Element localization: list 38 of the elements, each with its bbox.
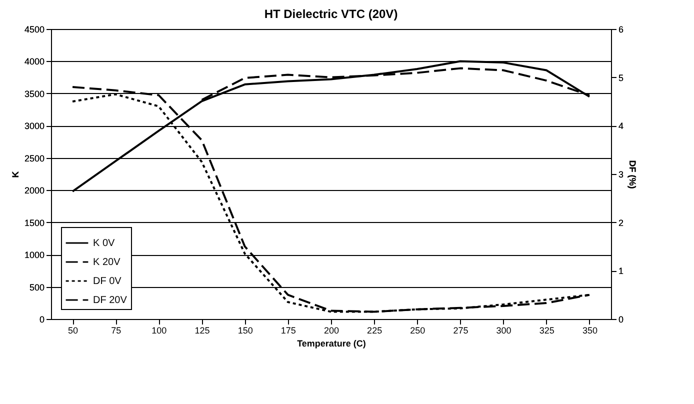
- y2-tick-label: 3: [618, 170, 624, 180]
- x-tick-label: 350: [582, 326, 598, 336]
- y-tick-label: 4000: [24, 56, 44, 67]
- y2-tick-label: 0: [618, 314, 624, 324]
- x-tick-label: 125: [194, 326, 210, 336]
- y-tick-label: 1500: [24, 218, 44, 228]
- x-axis-title: Temperature (C): [297, 338, 366, 348]
- x-tick-label: 100: [152, 326, 167, 336]
- x-tick-label: 225: [367, 326, 382, 336]
- legend-label: K 20V: [93, 257, 121, 268]
- y2-tick-label: 5: [618, 72, 624, 83]
- chart-title: HT Dielectric VTC (20V): [264, 7, 398, 21]
- legend-label: DF 20V: [93, 295, 128, 306]
- y-tick-label: 1000: [24, 250, 44, 260]
- x-tick-label: 75: [111, 326, 122, 336]
- y2-tick-label: 4: [618, 121, 624, 132]
- y2-tick-label: 6: [618, 24, 624, 34]
- x-tick-label: 250: [410, 326, 426, 336]
- y2-axis-title: DF (%): [628, 160, 638, 189]
- legend-label: DF 0V: [93, 276, 122, 287]
- y-tick-label: 2000: [24, 186, 44, 196]
- x-tick-label: 175: [280, 326, 296, 336]
- y-tick-label: 4500: [24, 24, 44, 34]
- x-tick-label: 200: [324, 326, 340, 336]
- y-tick-label: 2500: [24, 153, 44, 164]
- x-tick-label: 150: [238, 326, 253, 336]
- x-tick-label: 50: [68, 326, 78, 336]
- legend-label: K 0V: [93, 238, 116, 249]
- y-tick-label: 500: [29, 282, 44, 292]
- y-tick-label: 3000: [24, 121, 44, 132]
- y-tick-label: 0: [39, 314, 44, 324]
- y-tick-label: 3500: [24, 88, 44, 99]
- y-axis-title: K: [10, 170, 20, 178]
- y2-tick-label: 1: [618, 266, 624, 276]
- x-tick-label: 325: [539, 326, 554, 336]
- x-tick-label: 275: [453, 326, 468, 336]
- y2-tick-label: 2: [618, 218, 624, 228]
- x-tick-label: 300: [496, 326, 512, 336]
